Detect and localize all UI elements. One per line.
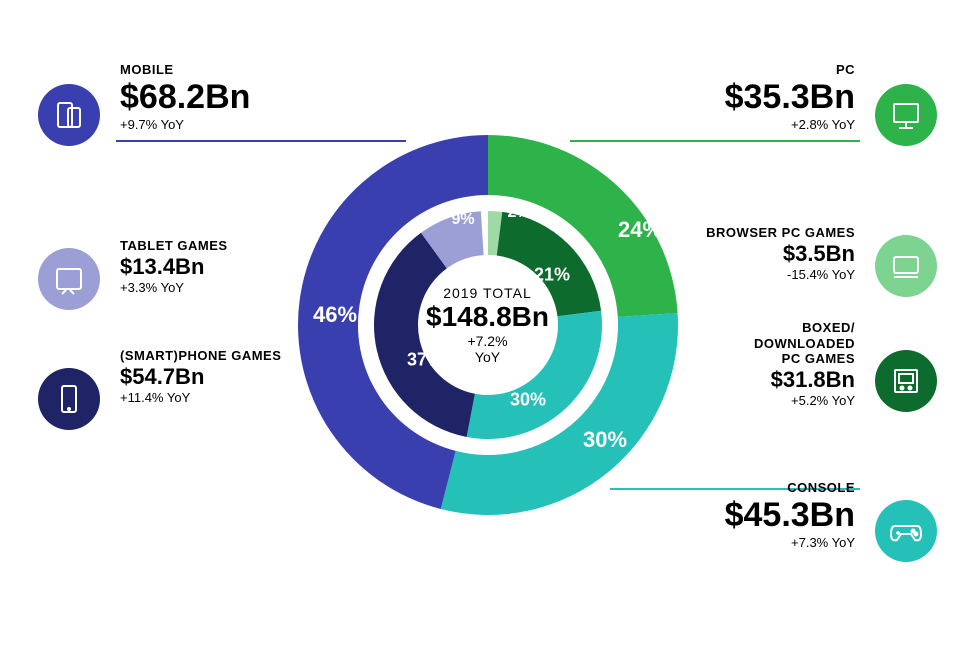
phone-yoy: +11.4% YoY bbox=[120, 390, 281, 405]
outer-pct-pc: 24% bbox=[618, 217, 662, 243]
outer-pct-mobile: 46% bbox=[313, 302, 357, 328]
center-growth: +7.2%YoY bbox=[426, 333, 549, 365]
inner-pct-browser: 2% bbox=[507, 204, 530, 222]
center-year: 2019 TOTAL bbox=[426, 285, 549, 301]
pc-icon bbox=[875, 84, 937, 146]
boxed-value: $31.8Bn bbox=[754, 367, 855, 393]
phone-icon bbox=[38, 368, 100, 430]
outer-pct-console: 30% bbox=[583, 427, 627, 453]
boxed-title: BOXED/ DOWNLOADED PC GAMES bbox=[754, 320, 855, 367]
pc-yoy: +2.8% YoY bbox=[725, 117, 855, 132]
browser-icon bbox=[875, 235, 937, 297]
callout-boxed: BOXED/ DOWNLOADED PC GAMES $31.8Bn +5.2%… bbox=[754, 320, 855, 408]
callout-console: CONSOLE $45.3Bn +7.3% YoY bbox=[725, 480, 855, 550]
boxed-yoy: +5.2% YoY bbox=[754, 393, 855, 408]
pc-line bbox=[570, 140, 860, 142]
callout-mobile: MOBILE $68.2Bn +9.7% YoY bbox=[120, 62, 250, 132]
tablet-value: $13.4Bn bbox=[120, 254, 228, 280]
mobile-icon bbox=[38, 84, 100, 146]
console-icon bbox=[875, 500, 937, 562]
inner-pct-boxed: 21% bbox=[534, 265, 570, 286]
callout-phone: (SMART)PHONE GAMES $54.7Bn +11.4% YoY bbox=[120, 348, 281, 405]
tablet-title: TABLET GAMES bbox=[120, 238, 228, 254]
console-yoy: +7.3% YoY bbox=[725, 535, 855, 550]
mobile-yoy: +9.7% YoY bbox=[120, 117, 250, 132]
center-label: 2019 TOTAL $148.8Bn +7.2%YoY bbox=[426, 285, 549, 365]
callout-browser: BROWSER PC GAMES $3.5Bn -15.4% YoY bbox=[706, 225, 855, 282]
phone-value: $54.7Bn bbox=[120, 364, 281, 390]
callout-tablet: TABLET GAMES $13.4Bn +3.3% YoY bbox=[120, 238, 228, 295]
center-total: $148.8Bn bbox=[426, 301, 549, 333]
tablet-icon bbox=[38, 248, 100, 310]
mobile-line bbox=[116, 140, 406, 142]
mobile-value: $68.2Bn bbox=[120, 78, 250, 117]
console-value: $45.3Bn bbox=[725, 496, 855, 535]
pc-value: $35.3Bn bbox=[725, 78, 855, 117]
browser-title: BROWSER PC GAMES bbox=[706, 225, 855, 241]
browser-yoy: -15.4% YoY bbox=[706, 267, 855, 282]
browser-value: $3.5Bn bbox=[706, 241, 855, 267]
inner-pct-console: 30% bbox=[510, 390, 546, 411]
tablet-yoy: +3.3% YoY bbox=[120, 280, 228, 295]
boxed-icon bbox=[875, 350, 937, 412]
inner-pct-tablet: 9% bbox=[451, 211, 474, 229]
inner-pct-phone: 37% bbox=[407, 350, 443, 371]
pc-title: PC bbox=[725, 62, 855, 78]
callout-pc: PC $35.3Bn +2.8% YoY bbox=[725, 62, 855, 132]
console-title: CONSOLE bbox=[725, 480, 855, 496]
phone-title: (SMART)PHONE GAMES bbox=[120, 348, 281, 364]
mobile-title: MOBILE bbox=[120, 62, 250, 78]
